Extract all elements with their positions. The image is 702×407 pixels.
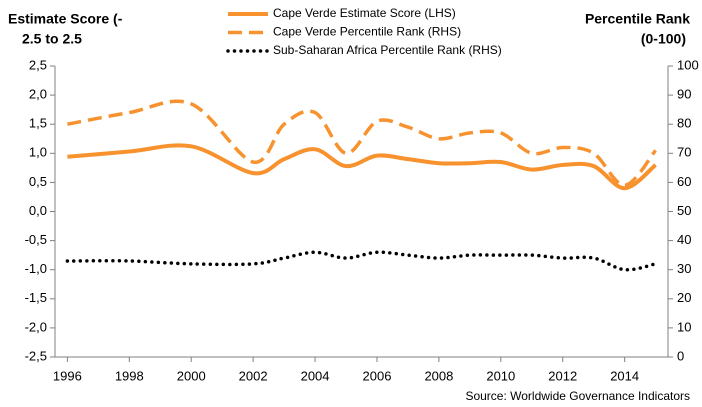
legend-label: Cape Verde Percentile Rank (RHS) [273,25,461,39]
x-tick-label: 2006 [363,368,392,383]
x-tick-label: 2002 [239,368,268,383]
y2-tick-label: 90 [677,87,691,102]
legend-label: Cape Verde Estimate Score (LHS) [273,6,456,20]
y2-tick-label: 60 [677,174,691,189]
y2-tick-label: 40 [677,232,691,247]
y-tick-label: -1,5 [25,290,47,305]
y-axis-title: Estimate Score (- [8,11,123,27]
y2-tick-label: 30 [677,261,691,276]
y2-tick-label: 10 [677,319,691,334]
y-tick-label: 1,5 [29,116,47,131]
source: Source: Worldwide Governance Indicators [465,389,690,403]
y-tick-label: -0,5 [25,232,47,247]
x-tick-label: 2010 [486,368,515,383]
y2-axis-title: Percentile Rank [585,11,690,27]
legend-label: Sub-Saharan Africa Percentile Rank (RHS) [273,43,502,57]
y2-axis-title: (0-100) [641,31,686,47]
series-line [65,250,658,272]
y-tick-label: -2,0 [25,319,47,334]
y-tick-label: 0,0 [29,203,47,218]
x-tick-label: 2012 [548,368,577,383]
y2-tick-label: 70 [677,145,691,160]
x-tick-label: 2004 [301,368,330,383]
x-tick-label: 1998 [115,368,144,383]
y2-tick-label: 50 [677,203,691,218]
x-tick-label: 2000 [177,368,206,383]
x-tick-label: 2008 [424,368,453,383]
y-tick-label: 2,0 [29,87,47,102]
series-line [67,143,657,191]
y-tick-label: -2,5 [25,348,47,363]
x-tick-label: 1996 [53,368,82,383]
y-tick-label: 2,5 [29,57,47,72]
x-tick-label: 2014 [610,368,639,383]
series-line [67,99,657,188]
y-tick-label: 0,5 [29,174,47,189]
y2-tick-label: 100 [677,57,699,72]
y-tick-label: 1,0 [29,145,47,160]
y2-tick-label: 80 [677,116,691,131]
y-axis-title: 2.5 to 2.5 [22,31,82,47]
y-tick-label: -1,0 [25,261,47,276]
y2-tick-label: 0 [677,348,684,363]
y2-tick-label: 20 [677,290,691,305]
